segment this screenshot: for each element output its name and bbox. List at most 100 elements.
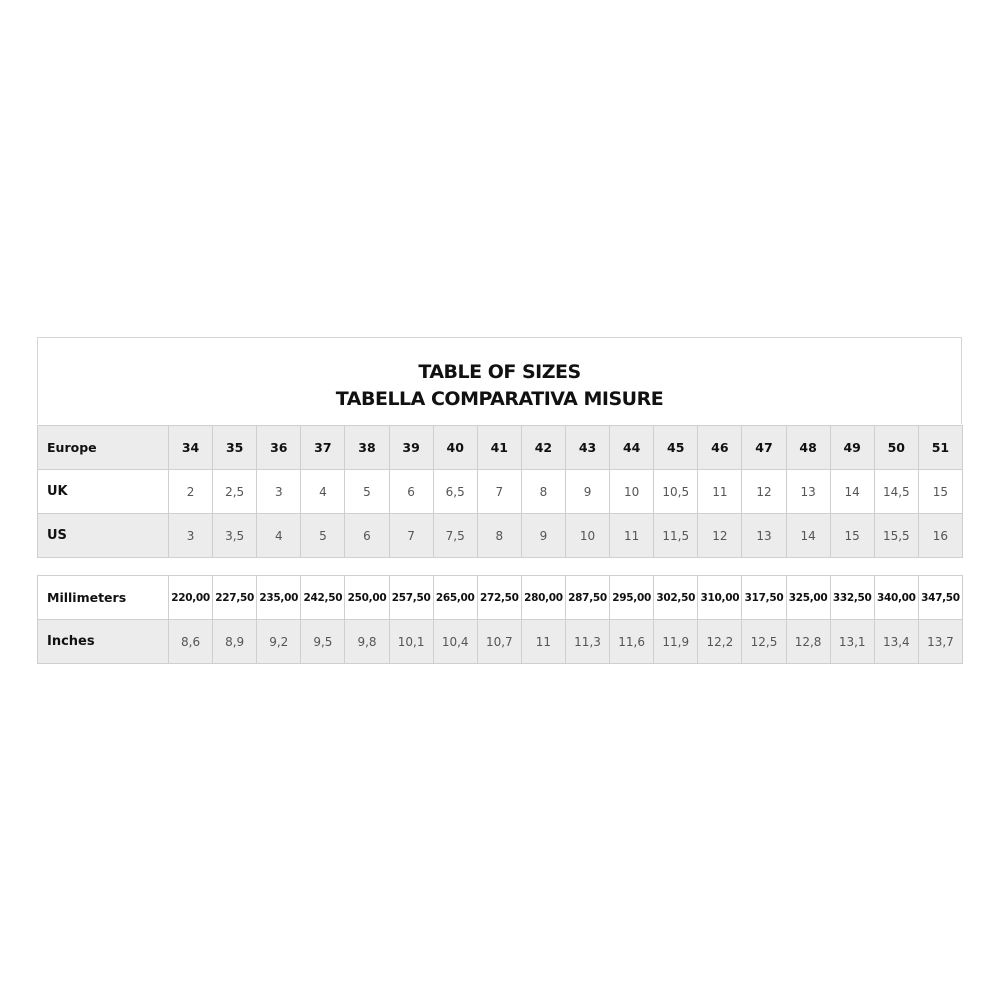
table-cell: 37 bbox=[300, 425, 346, 470]
table-cell: 11 bbox=[609, 513, 655, 558]
table-cell: 14 bbox=[785, 513, 831, 558]
table-cell: 4 bbox=[300, 469, 346, 514]
row-label: Millimeters bbox=[37, 575, 169, 620]
table-cell: 50 bbox=[873, 425, 919, 470]
table-cell: 7 bbox=[388, 513, 434, 558]
table-cell: 9,2 bbox=[256, 619, 302, 664]
table-row-europe: Europe 34 35 36 37 38 39 40 41 42 43 44 45 46 47 48 49 50… bbox=[37, 425, 964, 470]
table-cell: 5 bbox=[344, 469, 390, 514]
table-cell: 8,6 bbox=[167, 619, 214, 664]
row-label: Inches bbox=[37, 619, 169, 664]
size-conversion-table: Europe 34 35 36 37 38 39 40 41 42 43 44 45 46 47 48 49 50… bbox=[37, 425, 964, 558]
title-english: TABLE OF SIZES bbox=[418, 361, 581, 383]
table-cell: 7,5 bbox=[432, 513, 478, 558]
table-row-millimeters: Millimeters 220,00 227,50 235,00 242,50 250,0… bbox=[37, 575, 964, 620]
table-cell: 38 bbox=[344, 425, 390, 470]
table-cell: 242,50 bbox=[300, 575, 346, 620]
table-cell: 12,2 bbox=[697, 619, 743, 664]
table-cell: 10,7 bbox=[476, 619, 522, 664]
row-label: US bbox=[37, 513, 169, 558]
length-conversion-table: Millimeters 220,00 227,50 235,00 242,50 250,0… bbox=[37, 575, 964, 664]
table-cell: 12,8 bbox=[785, 619, 831, 664]
table-cell: 15 bbox=[829, 513, 875, 558]
table-cell: 12,5 bbox=[741, 619, 787, 664]
table-cell: 45 bbox=[653, 425, 699, 470]
table-cell: 2 bbox=[167, 469, 214, 514]
table-cell: 10 bbox=[609, 469, 655, 514]
table-cell: 11,9 bbox=[653, 619, 699, 664]
table-cell: 8 bbox=[476, 513, 522, 558]
table-row-inches: Inches 8,6 8,9 9,2 9,5 9,8 10,1 10,4 10,7 11 11,3 1… bbox=[37, 619, 964, 664]
table-cell: 44 bbox=[609, 425, 655, 470]
table-cell: 227,50 bbox=[212, 575, 258, 620]
table-cell: 36 bbox=[256, 425, 302, 470]
table-cell: 8 bbox=[520, 469, 566, 514]
table-cell: 250,00 bbox=[344, 575, 390, 620]
table-cell: 347,50 bbox=[917, 575, 964, 620]
table-cell: 13,1 bbox=[829, 619, 875, 664]
title-italian: TABELLA COMPARATIVA MISURE bbox=[335, 388, 664, 410]
table-cell: 13,4 bbox=[873, 619, 919, 664]
table-cell: 39 bbox=[388, 425, 434, 470]
table-cell: 272,50 bbox=[476, 575, 522, 620]
table-cell: 14,5 bbox=[873, 469, 919, 514]
table-cell: 9,8 bbox=[344, 619, 390, 664]
table-cell: 235,00 bbox=[256, 575, 302, 620]
table-row-uk: UK 2 2,5 3 4 5 6 6,5 7 8 9 10 10,5 11 12 13 14 14,5 15 bbox=[37, 469, 964, 514]
table-cell: 10,5 bbox=[653, 469, 699, 514]
table-cell: 10,4 bbox=[432, 619, 478, 664]
table-cell: 47 bbox=[741, 425, 787, 470]
table-cell: 16 bbox=[917, 513, 964, 558]
table-cell: 11,6 bbox=[609, 619, 655, 664]
table-cell: 287,50 bbox=[564, 575, 611, 620]
table-cell: 8,9 bbox=[212, 619, 258, 664]
table-cell: 325,00 bbox=[785, 575, 831, 620]
table-cell: 265,00 bbox=[432, 575, 478, 620]
table-cell: 46 bbox=[697, 425, 743, 470]
table-cell: 3 bbox=[256, 469, 302, 514]
table-cell: 6 bbox=[388, 469, 434, 514]
table-row-us: US 3 3,5 4 5 6 7 7,5 8 9 10 11 11,5 12 13 14 15 15,5 16 bbox=[37, 513, 964, 558]
table-cell: 13 bbox=[741, 513, 787, 558]
table-cell: 41 bbox=[476, 425, 522, 470]
table-cell: 34 bbox=[167, 425, 214, 470]
table-cell: 3,5 bbox=[212, 513, 258, 558]
table-cell: 51 bbox=[917, 425, 964, 470]
table-cell: 14 bbox=[829, 469, 875, 514]
table-cell: 220,00 bbox=[167, 575, 214, 620]
row-label: Europe bbox=[37, 425, 169, 470]
table-cell: 40 bbox=[432, 425, 478, 470]
table-cell: 280,00 bbox=[520, 575, 566, 620]
table-cell: 6 bbox=[344, 513, 390, 558]
table-cell: 3 bbox=[167, 513, 214, 558]
table-cell: 48 bbox=[785, 425, 831, 470]
table-cell: 13 bbox=[785, 469, 831, 514]
table-cell: 9 bbox=[564, 469, 611, 514]
table-cell: 4 bbox=[256, 513, 302, 558]
table-cell: 257,50 bbox=[388, 575, 434, 620]
table-cell: 49 bbox=[829, 425, 875, 470]
table-cell: 42 bbox=[520, 425, 566, 470]
table-cell: 7 bbox=[476, 469, 522, 514]
table-cell: 12 bbox=[697, 513, 743, 558]
table-cell: 43 bbox=[564, 425, 611, 470]
table-cell: 11 bbox=[697, 469, 743, 514]
table-cell: 13,7 bbox=[917, 619, 964, 664]
row-label: UK bbox=[37, 469, 169, 514]
table-cell: 310,00 bbox=[697, 575, 743, 620]
table-cell: 10 bbox=[564, 513, 611, 558]
table-cell: 332,50 bbox=[829, 575, 875, 620]
table-cell: 15,5 bbox=[873, 513, 919, 558]
table-cell: 302,50 bbox=[653, 575, 699, 620]
table-cell: 11 bbox=[520, 619, 566, 664]
table-cell: 11,5 bbox=[653, 513, 699, 558]
table-cell: 295,00 bbox=[609, 575, 655, 620]
table-cell: 5 bbox=[300, 513, 346, 558]
table-cell: 9 bbox=[520, 513, 566, 558]
table-cell: 35 bbox=[212, 425, 258, 470]
table-cell: 340,00 bbox=[873, 575, 919, 620]
table-cell: 2,5 bbox=[212, 469, 258, 514]
table-cell: 15 bbox=[917, 469, 964, 514]
table-title: TABLE OF SIZES TABELLA COMPARATIVA MISUR… bbox=[37, 337, 962, 424]
table-cell: 317,50 bbox=[741, 575, 787, 620]
